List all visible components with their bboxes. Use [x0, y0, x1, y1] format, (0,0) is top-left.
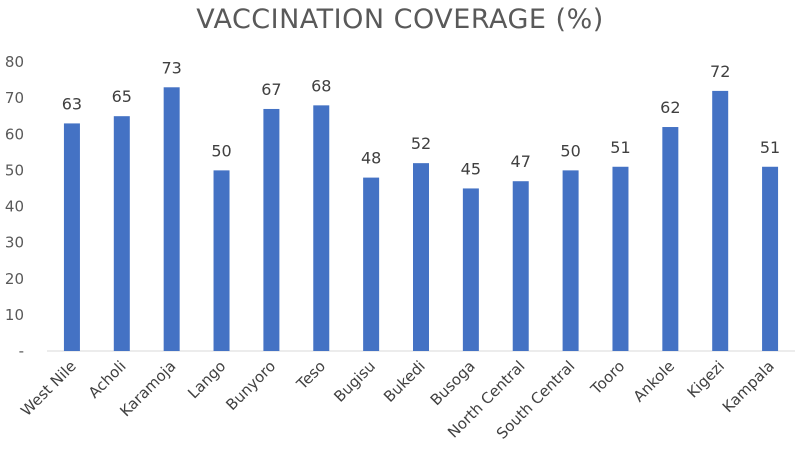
data-label: 50: [560, 141, 580, 160]
x-tick-label: Kigezi: [684, 357, 728, 401]
y-tick-label: 40: [5, 198, 24, 216]
data-label: 67: [261, 80, 281, 99]
x-tick-label: Acholi: [85, 357, 130, 402]
data-label: 68: [311, 76, 331, 95]
bar: [662, 127, 679, 352]
bar: [512, 181, 529, 351]
data-label: 52: [411, 134, 431, 153]
x-tick-label: Ankole: [630, 357, 678, 405]
x-tick-label: Lango: [184, 357, 229, 402]
data-label: 51: [760, 138, 780, 157]
bar: [462, 188, 479, 351]
bar: [612, 166, 629, 351]
x-tick-label: Kampala: [719, 357, 778, 416]
y-tick-label: 20: [5, 270, 24, 288]
y-tick-label: 10: [5, 306, 24, 324]
bar: [263, 108, 280, 352]
x-tick-label: Teso: [292, 357, 329, 394]
x-tick-label: Bugisu: [330, 357, 379, 406]
bar: [63, 123, 80, 351]
y-tick-label: 30: [5, 234, 24, 252]
chart-title: VACCINATION COVERAGE (%): [196, 4, 604, 35]
bar: [712, 90, 729, 352]
bar: [413, 163, 429, 351]
bar: [213, 170, 230, 351]
data-label: 73: [161, 58, 181, 77]
data-label: 62: [660, 98, 680, 117]
data-label: 50: [211, 141, 231, 160]
bar: [562, 170, 579, 351]
bar: [363, 177, 380, 351]
y-tick-label: 60: [5, 125, 24, 143]
y-tick-label: -: [19, 342, 24, 360]
data-label: 45: [461, 159, 481, 178]
x-tick-label: Bunyoro: [222, 357, 279, 414]
y-tick-label: 50: [5, 161, 24, 179]
y-tick-label: 70: [5, 89, 24, 107]
data-label: 65: [112, 87, 132, 106]
x-tick-label: Tooro: [587, 357, 629, 399]
data-label: 47: [511, 152, 531, 171]
bar: [313, 105, 330, 351]
bar: [113, 116, 130, 351]
x-tick-label: West Nile: [17, 357, 80, 420]
data-label: 63: [62, 94, 82, 113]
data-label: 48: [361, 149, 381, 168]
data-label: 72: [710, 62, 730, 81]
data-label: 51: [610, 138, 630, 157]
y-tick-label: 80: [5, 53, 24, 71]
bar: [163, 87, 180, 351]
bar: [762, 166, 779, 351]
x-tick-label: Bukedi: [380, 357, 429, 406]
